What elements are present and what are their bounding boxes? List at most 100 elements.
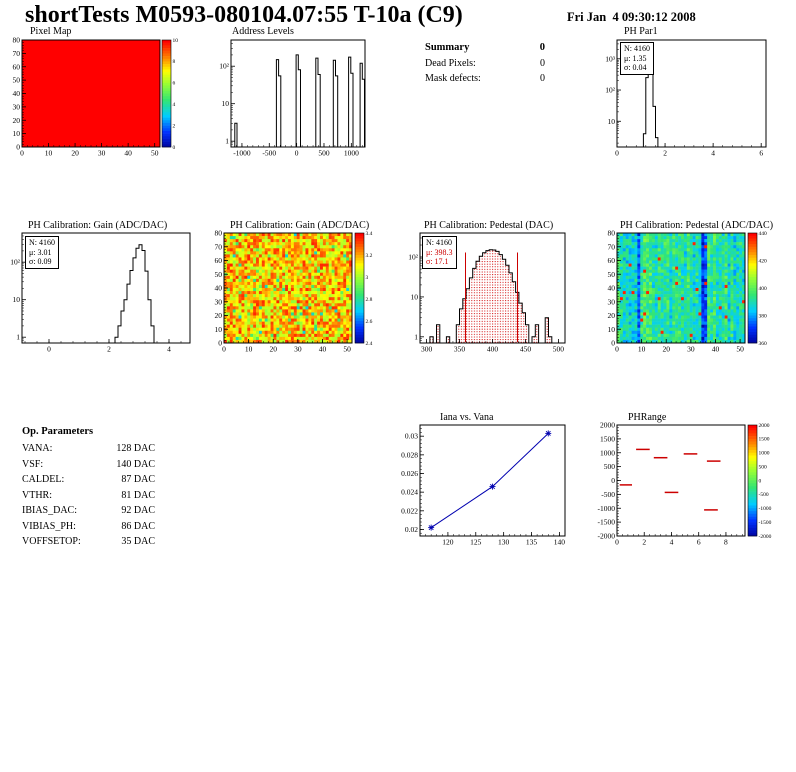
op-param-row: VIBIAS_PH: 86 DAC: [22, 519, 155, 535]
svg-text:3: 3: [366, 275, 369, 281]
address-levels-chart: -1000 -500 0 500 1000 1 10 10²: [219, 39, 366, 158]
svg-text:60: 60: [13, 62, 21, 71]
stat-n: N: 4160: [29, 238, 55, 247]
svg-text:10: 10: [45, 149, 53, 158]
svg-text:10: 10: [173, 38, 179, 44]
svg-text:10: 10: [411, 292, 419, 301]
svg-text:80: 80: [608, 229, 616, 238]
svg-text:0: 0: [222, 345, 226, 354]
svg-text:0.03: 0.03: [405, 432, 418, 441]
summary-row-value: 0: [540, 57, 545, 69]
svg-text:8: 8: [724, 538, 728, 547]
svg-text:10²: 10²: [219, 62, 230, 71]
svg-text:0: 0: [615, 345, 619, 354]
svg-text:-1000: -1000: [233, 149, 251, 158]
svg-text:10: 10: [245, 345, 253, 354]
svg-text:2.6: 2.6: [366, 319, 373, 325]
svg-text:350: 350: [454, 345, 466, 354]
address-levels-content: -1000 -500 0 500 1000 1 10 10²: [219, 39, 366, 158]
stat-mu: μ: 398.3: [426, 247, 453, 257]
svg-text:-500: -500: [601, 490, 615, 499]
svg-text:20: 20: [215, 311, 223, 320]
iana-vana-content: 120 125 130 135 140 0.02 0.022 0.024 0.026 0.028 0…: [401, 424, 566, 547]
address-levels-panel: Address Levels -1000 -500 0 500 1000 1 10 10²: [210, 26, 385, 168]
stat-n: N: 4160: [426, 238, 452, 247]
svg-text:2000: 2000: [759, 423, 770, 429]
svg-text:120: 120: [442, 538, 454, 547]
svg-text:0: 0: [47, 345, 51, 354]
pedestal-hist-title: PH Calibration: Pedestal (DAC): [424, 220, 554, 231]
svg-text:2.8: 2.8: [366, 297, 373, 303]
svg-text:1000: 1000: [600, 448, 615, 457]
gain-map-chart: 0 10 20 30 40 50 0 10 20 30 40 50 60 70 80 3.4 3.2 3 2.8 2.…: [215, 229, 373, 354]
op-param-label: CALDEL:: [22, 474, 65, 485]
pedestal-hist-chart: 300 350 400 450 500 1 10 10²: [408, 232, 566, 354]
svg-text:1000: 1000: [344, 149, 359, 158]
svg-text:10: 10: [638, 345, 646, 354]
pedestal-hist-content: 300 350 400 450 500 1 10 10²: [408, 232, 566, 354]
svg-text:2: 2: [663, 149, 667, 158]
ph-range-content: 0 2 4 6 8 2000 1500 1000 500 0 -500 -1000 -1500 -2000…: [598, 421, 772, 547]
summary-total-value: 0: [539, 42, 545, 53]
svg-text:0.022: 0.022: [401, 506, 418, 515]
op-param-value: 140 DAC: [116, 458, 155, 470]
svg-text:440: 440: [759, 231, 768, 237]
summary-row: Dead Pixels: 0: [425, 56, 545, 72]
pedestal-hist-panel: PH Calibration: Pedestal (DAC) 300 350 400…: [398, 220, 597, 365]
ph-par1-stats-box: N: 4160 μ: 1.35 σ: 0.04: [620, 42, 654, 75]
stat-n: N: 4160: [624, 44, 650, 53]
svg-text:4: 4: [670, 538, 674, 547]
svg-text:2: 2: [642, 538, 646, 547]
svg-text:0.026: 0.026: [401, 469, 418, 478]
op-param-row: VSF: 140 DAC: [22, 457, 155, 473]
op-parameters-title: Op. Parameters: [22, 426, 94, 437]
iana-vana-title: Iana vs. Vana: [440, 412, 494, 423]
svg-text:40: 40: [319, 345, 327, 354]
report-date: Fri Jan 4 09:30:12 2008: [567, 10, 696, 24]
svg-text:40: 40: [215, 284, 223, 293]
gain-hist-content: 0 2 4 1 10 10²: [10, 232, 191, 354]
address-levels-title: Address Levels: [232, 26, 294, 37]
svg-text:10: 10: [215, 325, 223, 334]
op-param-row: CALDEL: 87 DAC: [22, 472, 155, 488]
svg-text:10: 10: [13, 129, 21, 138]
svg-text:420: 420: [759, 258, 768, 264]
stat-sigma: σ: 0.09: [29, 257, 52, 266]
svg-text:0.024: 0.024: [401, 488, 418, 497]
svg-text:300: 300: [421, 345, 433, 354]
svg-text:1: 1: [414, 332, 418, 341]
svg-text:80: 80: [13, 36, 21, 45]
svg-text:70: 70: [608, 242, 616, 251]
svg-text:3.2: 3.2: [366, 253, 373, 259]
svg-text:-2000: -2000: [759, 534, 772, 540]
svg-text:-500: -500: [759, 492, 769, 498]
svg-text:1000: 1000: [759, 451, 770, 457]
pedestal-map-chart: 0 10 20 30 40 50 0 10 20 30 40 50 60 70 80 440 420 400 380…: [608, 229, 768, 354]
svg-text:10³: 10³: [605, 54, 616, 63]
svg-text:0: 0: [611, 339, 615, 348]
svg-text:0: 0: [218, 339, 222, 348]
svg-text:125: 125: [470, 538, 482, 547]
svg-text:0: 0: [615, 149, 619, 158]
svg-text:10: 10: [13, 295, 21, 304]
gain-hist-stats-box: N: 4160 μ: 3.01 σ: 0.09: [25, 236, 59, 269]
gain-hist-chart: 0 2 4 1 10 10²: [10, 232, 191, 354]
svg-text:1500: 1500: [759, 437, 770, 443]
svg-text:40: 40: [712, 345, 720, 354]
svg-text:-1500: -1500: [598, 518, 616, 527]
op-param-value: 128 DAC: [116, 443, 155, 454]
ph-par1-title: PH Par1: [624, 26, 658, 37]
svg-text:0: 0: [20, 149, 24, 158]
ph-range-chart: 0 2 4 6 8 2000 1500 1000 500 0 -500 -1000 -1500 -2000…: [598, 421, 772, 547]
op-param-value: 35 DAC: [121, 536, 155, 547]
op-param-label: VOFFSETOP:: [22, 536, 81, 547]
svg-text:0.02: 0.02: [405, 525, 418, 534]
svg-text:130: 130: [498, 538, 510, 547]
op-param-value: 81 DAC: [121, 489, 155, 501]
svg-text:2: 2: [107, 345, 111, 354]
svg-text:2000: 2000: [600, 421, 615, 430]
gain-map-panel: PH Calibration: Gain (ADC/DAC) 0 10 20 30 40…: [199, 220, 398, 365]
svg-text:10: 10: [608, 117, 616, 126]
svg-text:6: 6: [759, 149, 763, 158]
